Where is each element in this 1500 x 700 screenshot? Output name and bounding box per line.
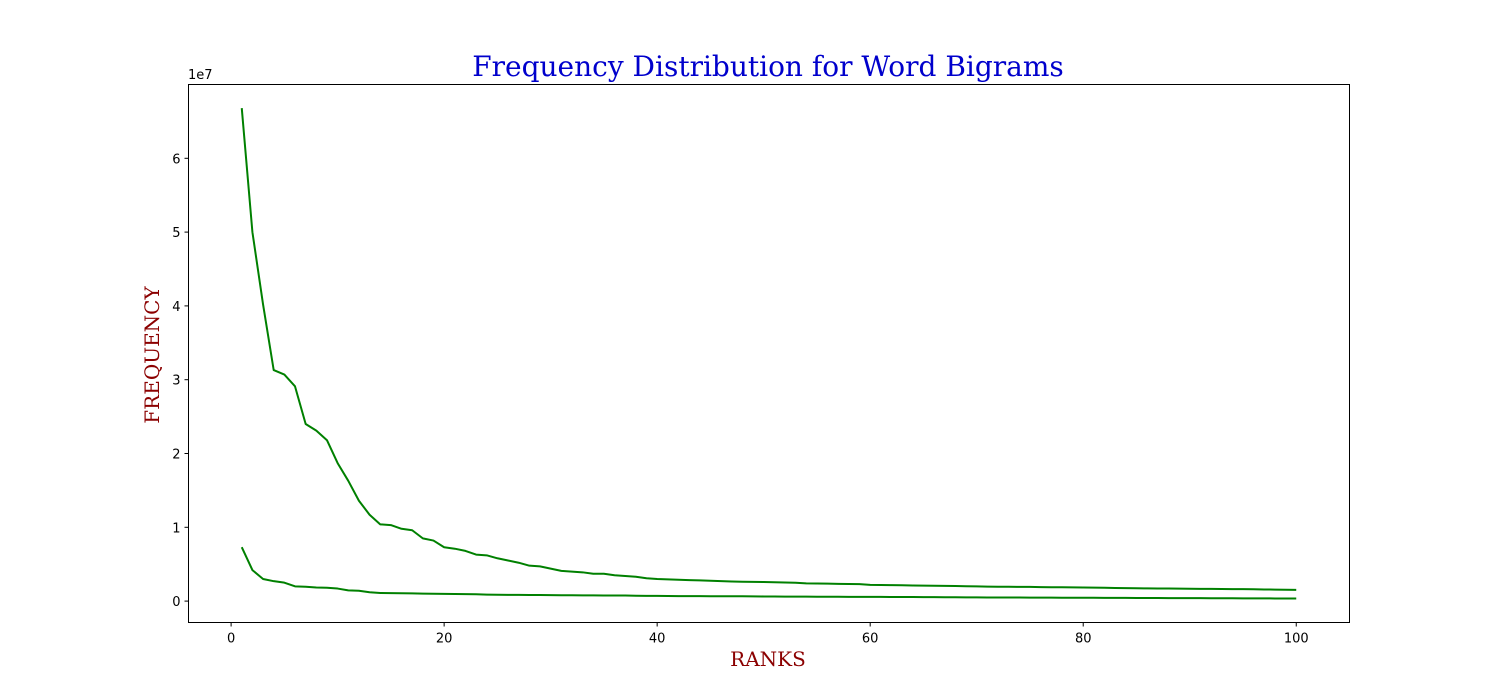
y-tick-label: 5	[172, 226, 180, 241]
y-tick-label: 6	[172, 152, 180, 167]
plot-area: 0 20 40 60 80 100 0 1 2 3 4 5 6	[172, 84, 1350, 647]
y-axis-label: FREQUENCY	[140, 286, 164, 424]
y-tick-label: 2	[172, 447, 180, 462]
x-tick-label: 20	[436, 632, 453, 647]
y-tick-label: 4	[172, 300, 180, 315]
x-tick-label: 100	[1284, 632, 1309, 647]
series-line-2	[240, 546, 1297, 600]
y-axis: 0 1 2 3 4 5 6	[172, 152, 189, 610]
x-axis-label: RANKS	[730, 647, 806, 671]
x-tick-label: 80	[1075, 632, 1092, 647]
plot-frame	[188, 84, 1350, 623]
y-tick-label: 3	[172, 374, 180, 389]
y-tick-label: 0	[172, 595, 180, 610]
x-tick-label: 0	[227, 632, 235, 647]
x-axis: 0 20 40 60 80 100	[227, 622, 1309, 647]
x-tick-label: 60	[862, 632, 879, 647]
y-offset-label: 1e7	[188, 68, 213, 83]
y-tick-label: 1	[172, 521, 180, 536]
series-group	[240, 108, 1297, 600]
chart-title: Frequency Distribution for Word Bigrams	[472, 50, 1064, 83]
series-line-1	[240, 108, 1297, 591]
x-tick-label: 40	[649, 632, 666, 647]
